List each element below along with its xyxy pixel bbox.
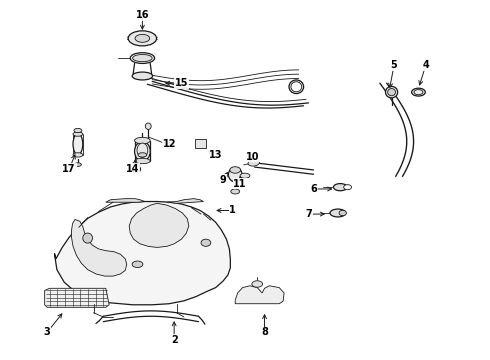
Ellipse shape <box>135 141 150 161</box>
Ellipse shape <box>289 80 304 94</box>
Text: 11: 11 <box>233 179 247 189</box>
Text: 5: 5 <box>391 60 397 70</box>
Ellipse shape <box>74 129 82 133</box>
Text: 17: 17 <box>62 164 76 174</box>
Ellipse shape <box>330 209 345 217</box>
Ellipse shape <box>248 159 260 166</box>
Polygon shape <box>167 199 203 203</box>
Ellipse shape <box>228 167 242 182</box>
Text: 2: 2 <box>171 334 177 345</box>
Polygon shape <box>106 199 145 202</box>
Ellipse shape <box>133 166 141 172</box>
Text: 10: 10 <box>245 152 259 162</box>
Ellipse shape <box>74 163 81 166</box>
Text: 3: 3 <box>44 327 50 337</box>
Ellipse shape <box>132 261 143 267</box>
Ellipse shape <box>138 153 147 157</box>
Ellipse shape <box>73 134 83 154</box>
Ellipse shape <box>73 153 83 157</box>
Ellipse shape <box>231 189 240 194</box>
Ellipse shape <box>128 31 157 46</box>
Ellipse shape <box>130 53 155 63</box>
Polygon shape <box>54 202 230 305</box>
Text: 6: 6 <box>310 184 317 194</box>
Text: 15: 15 <box>175 78 188 88</box>
Text: 13: 13 <box>209 150 222 160</box>
Ellipse shape <box>135 158 150 164</box>
Ellipse shape <box>414 90 423 95</box>
Ellipse shape <box>386 86 398 98</box>
Ellipse shape <box>135 137 150 144</box>
Text: 12: 12 <box>163 139 176 149</box>
Text: 8: 8 <box>261 327 268 337</box>
Ellipse shape <box>132 72 153 80</box>
Ellipse shape <box>230 167 241 173</box>
Ellipse shape <box>167 143 174 149</box>
Ellipse shape <box>339 210 346 216</box>
Ellipse shape <box>146 123 151 130</box>
Ellipse shape <box>291 82 302 92</box>
FancyBboxPatch shape <box>195 139 206 148</box>
Ellipse shape <box>133 54 152 62</box>
Polygon shape <box>45 288 109 307</box>
Text: 9: 9 <box>220 175 226 185</box>
Ellipse shape <box>83 233 93 243</box>
Polygon shape <box>129 203 189 247</box>
Text: 4: 4 <box>422 60 429 70</box>
Ellipse shape <box>137 143 148 157</box>
Ellipse shape <box>252 281 263 287</box>
Text: 16: 16 <box>136 10 149 20</box>
Ellipse shape <box>135 35 150 42</box>
Text: 1: 1 <box>229 206 236 216</box>
Ellipse shape <box>333 184 347 191</box>
Polygon shape <box>72 220 127 276</box>
Ellipse shape <box>343 185 351 190</box>
Ellipse shape <box>73 132 83 136</box>
Polygon shape <box>235 286 284 304</box>
Text: 14: 14 <box>126 164 139 174</box>
Ellipse shape <box>240 173 250 178</box>
Ellipse shape <box>412 88 425 96</box>
Ellipse shape <box>201 239 211 246</box>
Ellipse shape <box>388 89 395 96</box>
Text: 7: 7 <box>305 209 312 219</box>
